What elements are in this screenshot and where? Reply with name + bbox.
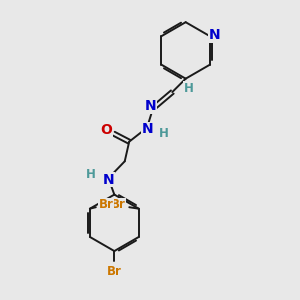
Text: N: N [145,99,156,113]
Text: H: H [159,127,169,140]
Text: O: O [100,123,112,137]
Text: Br: Br [107,266,122,278]
Text: Br: Br [110,198,125,211]
Text: H: H [184,82,194,95]
Text: N: N [103,173,114,187]
Text: Br: Br [99,198,114,211]
Text: N: N [209,28,220,42]
Text: N: N [142,122,153,136]
Text: H: H [86,168,96,181]
